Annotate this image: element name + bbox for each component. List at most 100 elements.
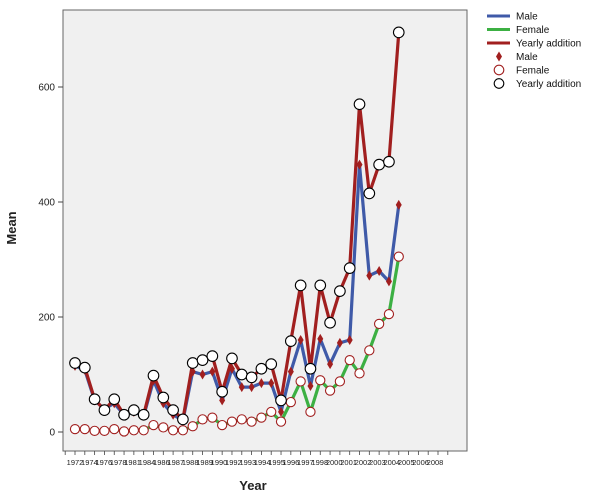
x-tick-label: 2002 — [355, 458, 372, 467]
point-female — [187, 421, 198, 432]
x-tick-label: 2004 — [383, 458, 400, 467]
point-male — [219, 395, 226, 406]
x-tick-label: 2008 — [427, 458, 444, 467]
x-tick-label: 1986 — [153, 458, 170, 467]
point-female — [109, 423, 120, 435]
x-tick-label: 1976 — [95, 458, 112, 467]
point-female — [393, 251, 404, 262]
point-male — [336, 337, 343, 348]
point-female — [79, 423, 90, 435]
point-female — [354, 368, 365, 379]
point-female — [324, 385, 336, 396]
legend-label: Female — [516, 66, 550, 77]
x-tick-label: 1996 — [283, 458, 300, 467]
point-male — [356, 159, 363, 170]
point-yearly-addition — [363, 187, 376, 200]
point-yearly-addition — [196, 354, 209, 366]
point-yearly-addition — [167, 404, 179, 417]
point-female — [256, 412, 267, 423]
plot-background — [62, 9, 468, 452]
legend-swatch-diamond — [496, 51, 502, 62]
point-yearly-addition — [353, 98, 366, 111]
point-yearly-addition — [226, 352, 238, 365]
x-tick-label: 1972 — [67, 458, 84, 467]
y-tick-label: 0 — [49, 428, 55, 439]
x-tick-label: 2001 — [340, 458, 357, 467]
x-tick-label: 2000 — [326, 458, 343, 467]
point-female — [148, 419, 159, 431]
point-male — [287, 366, 294, 377]
point-male — [248, 382, 255, 393]
y-axis-title: Mean — [4, 211, 19, 244]
x-tick-label: 1988 — [182, 458, 199, 467]
legend-swatch-circle — [493, 64, 505, 76]
point-male — [228, 363, 235, 374]
point-male — [209, 366, 216, 377]
point-female — [69, 423, 81, 435]
x-tick-label: 2003 — [369, 458, 386, 467]
legend: Male Female Yearly addition Male Female Yearl… — [487, 12, 581, 90]
x-tick-label: 1994 — [254, 458, 271, 467]
legend-swatch-circle — [493, 78, 505, 89]
point-yearly-addition — [186, 357, 199, 369]
x-tick-label: 1984 — [139, 458, 156, 467]
point-female — [383, 308, 395, 320]
point-female — [226, 416, 238, 427]
point-yearly-addition — [98, 404, 111, 417]
point-male — [366, 270, 373, 281]
point-yearly-addition — [206, 350, 219, 362]
point-yearly-addition — [235, 368, 248, 381]
point-female — [99, 425, 110, 436]
point-male — [385, 276, 392, 287]
x-tick-label: 2005 — [398, 458, 415, 467]
point-yearly-addition — [255, 362, 268, 375]
point-female — [138, 425, 149, 436]
x-axis: 1972197419761978198119841986198719881989… — [64, 451, 449, 467]
y-tick-label: 200 — [38, 313, 55, 324]
x-tick-label: 1993 — [239, 458, 256, 467]
point-male — [327, 359, 334, 370]
point-female — [344, 354, 355, 366]
point-female — [236, 414, 247, 425]
point-yearly-addition — [88, 393, 101, 406]
point-female — [118, 426, 130, 437]
point-yearly-addition — [383, 155, 395, 168]
legend-label: Male — [516, 52, 538, 63]
point-male — [189, 366, 196, 377]
point-female — [89, 425, 100, 436]
y-tick-label: 600 — [38, 83, 55, 94]
point-male — [199, 369, 206, 380]
point-yearly-addition — [294, 279, 307, 292]
point-female — [334, 376, 346, 387]
point-yearly-addition — [334, 285, 346, 297]
point-yearly-addition — [373, 158, 385, 171]
point-male — [317, 333, 324, 344]
point-female — [315, 375, 326, 386]
point-female — [158, 422, 169, 433]
point-yearly-addition — [314, 279, 327, 292]
point-female — [128, 425, 140, 436]
x-tick-label: 1990 — [211, 458, 228, 467]
point-male — [268, 378, 275, 389]
point-yearly-addition — [304, 362, 317, 375]
legend-label: Male — [516, 12, 538, 23]
point-female — [167, 425, 179, 436]
point-yearly-addition — [177, 413, 189, 426]
x-tick-label: 1981 — [124, 458, 141, 467]
point-yearly-addition — [118, 408, 130, 421]
point-yearly-addition — [137, 408, 150, 421]
x-tick-label: 1978 — [110, 458, 127, 467]
point-female — [207, 412, 218, 423]
point-male — [346, 335, 353, 345]
point-yearly-addition — [265, 358, 278, 371]
legend-label: Yearly addition — [516, 39, 581, 50]
point-female — [177, 425, 189, 436]
point-yearly-addition — [108, 393, 121, 406]
y-axis: 0 200 400 600 — [38, 83, 63, 439]
point-male — [278, 406, 285, 417]
point-yearly-addition — [69, 357, 81, 369]
point-male — [238, 382, 245, 393]
point-female — [373, 318, 385, 330]
point-male — [297, 335, 304, 345]
